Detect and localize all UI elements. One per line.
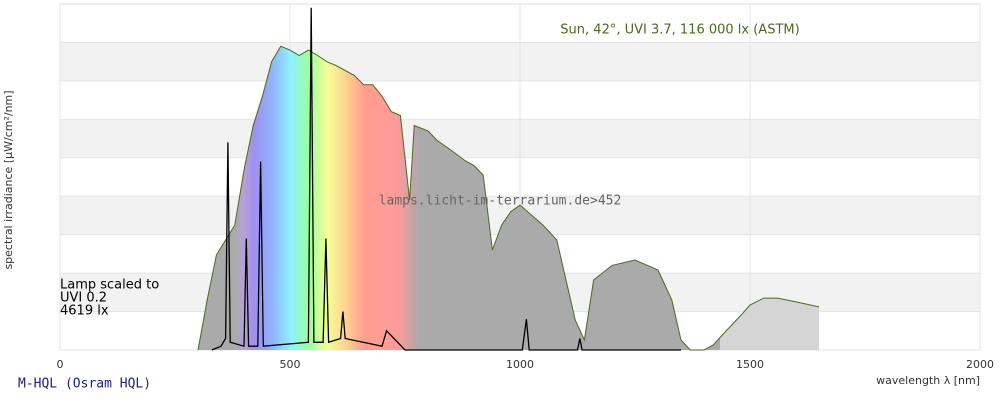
- sun-line: [197, 45, 820, 351]
- annotation: UVI 0.2: [60, 291, 107, 306]
- annotation: 4619 lx: [60, 304, 109, 319]
- chart-title: Sun, 42°, UVI 3.7, 116 000 lx (ASTM): [560, 23, 799, 38]
- x-axis-label: wavelength λ [nm]: [876, 374, 980, 387]
- x-tick-label: 2000: [966, 358, 994, 371]
- footer: M-HQL (Osram HQL): [18, 377, 151, 392]
- x-tick-label: 1500: [736, 358, 764, 371]
- x-tick-label: 0: [57, 358, 64, 371]
- x-tick-label: 500: [280, 358, 301, 371]
- watermark: lamps.licht-im-terrarium.de>452: [379, 194, 622, 209]
- y-axis-label: spectral irradiance [µW/cm²/nm]: [2, 90, 15, 269]
- lamp-line: [211, 7, 681, 351]
- overlay: 0 500 1000 1500 2000: [57, 7, 994, 371]
- annotation: Lamp scaled to: [60, 278, 159, 293]
- x-tick-label: 1000: [506, 358, 534, 371]
